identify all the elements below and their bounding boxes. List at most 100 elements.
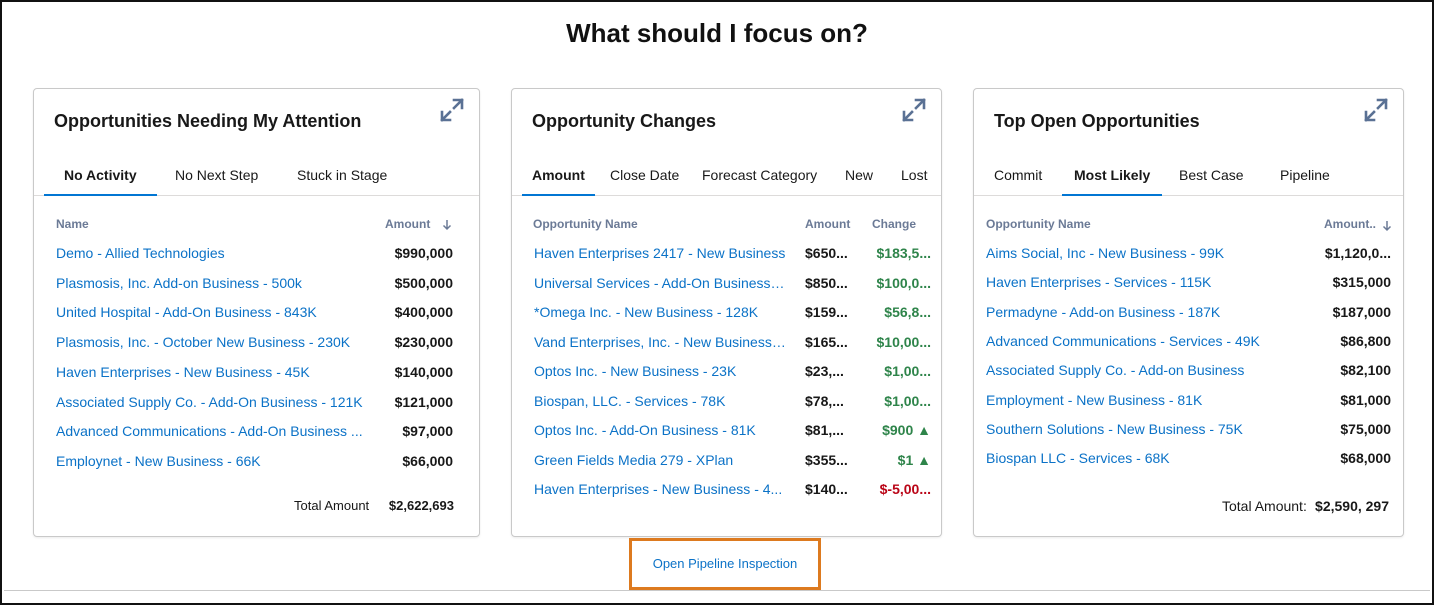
expand-icon[interactable] (439, 97, 465, 123)
tab-commit[interactable]: Commit (994, 167, 1043, 183)
change-value: $56,8... (884, 304, 931, 320)
table-row: Biospan LLC - Services - 68K $68,000 (974, 450, 1403, 472)
amount-value: $81,... (805, 422, 844, 438)
tab-no-next-step[interactable]: No Next Step (175, 167, 259, 183)
amount-value: $82,100 (1340, 362, 1391, 379)
column-header-opportunity-name[interactable]: Opportunity Name (986, 217, 1091, 231)
opportunity-link[interactable]: Plasmosis, Inc. Add-on Business - 500k (56, 274, 302, 291)
amount-value: $187,000 (1332, 303, 1391, 320)
opportunity-link[interactable]: Employment - New Business - 81K (986, 391, 1203, 408)
opportunity-link[interactable]: Haven Enterprises - New Business - 4... (534, 481, 783, 497)
tab-bar: Commit Most Likely Best Case Pipeline (974, 155, 1403, 196)
total-amount-value: $2,622,693 (388, 498, 454, 513)
opportunity-link[interactable]: Universal Services - Add-On Business ... (534, 274, 786, 291)
column-header-change[interactable]: Change (872, 217, 917, 231)
table-row: *Omega Inc. - New Business - 128K $159...… (512, 304, 941, 326)
column-header-amount[interactable]: Amount (805, 217, 851, 231)
opportunity-link[interactable]: Haven Enterprises 2417 - New Business (534, 245, 786, 261)
amount-value: $990,000 (394, 245, 453, 261)
table-row: United Hospital - Add-On Business - 843K… (34, 304, 479, 326)
amount-value: $850... (805, 274, 848, 291)
table-row: Advanced Communications - Services - 49K… (974, 333, 1403, 355)
opportunity-link[interactable]: Haven Enterprises - New Business - 45K (56, 363, 310, 380)
opportunity-link[interactable]: Green Fields Media 279 - XPlan (534, 451, 734, 468)
opportunity-link[interactable]: Haven Enterprises - Services - 115K (986, 274, 1212, 291)
opportunity-link[interactable]: Aims Social, Inc - New Business - 99K (986, 245, 1225, 261)
change-value: $100,0... (876, 274, 932, 291)
opportunity-link[interactable]: Advanced Communications - Services - 49K (986, 332, 1260, 349)
change-value: $183,5... (876, 245, 932, 261)
table-row: Associated Supply Co. - Add-on Business $… (974, 362, 1403, 384)
amount-value: $1,120,0... (1324, 245, 1391, 261)
table-row: Haven Enterprises 2417 - New Business $65… (512, 245, 941, 267)
tab-lost[interactable]: Lost (901, 167, 928, 183)
opportunity-link[interactable]: Vand Enterprises, Inc. - New Business ..… (534, 333, 786, 350)
opportunity-link[interactable]: United Hospital - Add-On Business - 843K (56, 304, 317, 321)
open-pipeline-inspection-link[interactable]: Open Pipeline Inspection (652, 556, 798, 571)
amount-value: $78,... (805, 392, 844, 409)
table-row: Employment - New Business - 81K $81,000 (974, 392, 1403, 414)
opportunity-link[interactable]: Advanced Communications - Add-On Busines… (56, 423, 363, 440)
tab-forecast-category[interactable]: Forecast Category (702, 167, 818, 183)
amount-value: $140,000 (394, 363, 453, 380)
card-title: Opportunities Needing My Attention (54, 111, 362, 131)
tab-close-date[interactable]: Close Date (610, 167, 680, 183)
opportunity-link[interactable]: Optos Inc. - Add-On Business - 81K (534, 422, 756, 438)
card-title: Top Open Opportunities (994, 111, 1200, 131)
column-header-name[interactable]: Name (56, 217, 89, 231)
tab-bar: No Activity No Next Step Stuck in Stage (34, 155, 479, 196)
opportunity-link[interactable]: Associated Supply Co. - Add-on Business (986, 362, 1245, 379)
arrow-down-icon[interactable] (1382, 220, 1392, 232)
amount-value: $97,000 (402, 423, 453, 440)
change-value: $1 ▲ (897, 451, 931, 468)
amount-value: $230,000 (394, 334, 453, 351)
table-row: Demo - Allied Technologies $990,000 (34, 245, 479, 267)
amount-value: $159... (805, 304, 848, 320)
amount-value: $140... (805, 481, 848, 497)
amount-value: $75,000 (1340, 420, 1391, 437)
table-row: Haven Enterprises - New Business - 45K $1… (34, 364, 479, 386)
divider (4, 590, 1430, 591)
opportunity-link[interactable]: Southern Solutions - New Business - 75K (986, 420, 1243, 437)
amount-value: $121,000 (394, 393, 453, 410)
tab-bar: Amount Close Date Forecast Category New … (512, 155, 941, 196)
table-row: Advanced Communications - Add-On Busines… (34, 423, 479, 445)
tab-most-likely[interactable]: Most Likely (1062, 155, 1163, 196)
top-open-card: Top Open Opportunities Commit Most Likel… (973, 88, 1404, 537)
column-header-amount[interactable]: Amount (385, 217, 431, 231)
page-title: What should I focus on? (566, 18, 868, 48)
opportunity-link[interactable]: Optos Inc. - New Business - 23K (534, 363, 737, 379)
tab-pipeline[interactable]: Pipeline (1280, 167, 1330, 183)
table-row: Optos Inc. - Add-On Business - 81K $81,..… (512, 422, 941, 444)
table-row: Vand Enterprises, Inc. - New Business ..… (512, 334, 941, 356)
opportunity-link[interactable]: Plasmosis, Inc. - October New Business -… (56, 334, 351, 351)
opportunity-link[interactable]: Employnet - New Business - 66K (56, 452, 261, 469)
amount-value: $315,000 (1332, 274, 1391, 291)
tab-no-activity[interactable]: No Activity (44, 155, 157, 196)
opportunity-link[interactable]: Permadyne - Add-on Business - 187K (986, 303, 1221, 320)
column-header-amount[interactable]: Amount.. (1324, 217, 1376, 231)
expand-icon[interactable] (1363, 97, 1389, 123)
expand-icon[interactable] (901, 97, 927, 123)
table-row: Universal Services - Add-On Business ...… (512, 275, 941, 297)
tab-amount[interactable]: Amount (522, 155, 595, 196)
opportunity-link[interactable]: *Omega Inc. - New Business - 128K (534, 304, 759, 320)
table-row: Green Fields Media 279 - XPlan $355... $1 … (512, 452, 941, 474)
tab-new[interactable]: New (845, 167, 874, 183)
change-value: $10,00... (876, 333, 932, 350)
opportunity-link[interactable]: Biospan LLC - Services - 68K (986, 450, 1170, 467)
amount-value: $165... (805, 333, 848, 350)
opportunity-link[interactable]: Biospan, LLC. - Services - 78K (534, 392, 726, 409)
arrow-down-icon[interactable] (442, 219, 452, 231)
total-amount-value: $2,590, 297 (1315, 498, 1389, 514)
table-row: Biospan, LLC. - Services - 78K $78,... $1,… (512, 393, 941, 415)
table-row: Haven Enterprises - New Business - 4... $… (512, 481, 941, 503)
table-row: Optos Inc. - New Business - 23K $23,... $1… (512, 363, 941, 385)
column-header-opportunity-name[interactable]: Opportunity Name (533, 217, 638, 231)
opportunity-link[interactable]: Demo - Allied Technologies (56, 245, 225, 261)
opportunity-link[interactable]: Associated Supply Co. - Add-On Business … (56, 393, 363, 410)
tab-stuck-in-stage[interactable]: Stuck in Stage (297, 167, 388, 183)
tab-best-case[interactable]: Best Case (1179, 167, 1244, 183)
amount-value: $66,000 (402, 452, 453, 469)
table-row: Plasmosis, Inc. - October New Business -… (34, 334, 479, 356)
